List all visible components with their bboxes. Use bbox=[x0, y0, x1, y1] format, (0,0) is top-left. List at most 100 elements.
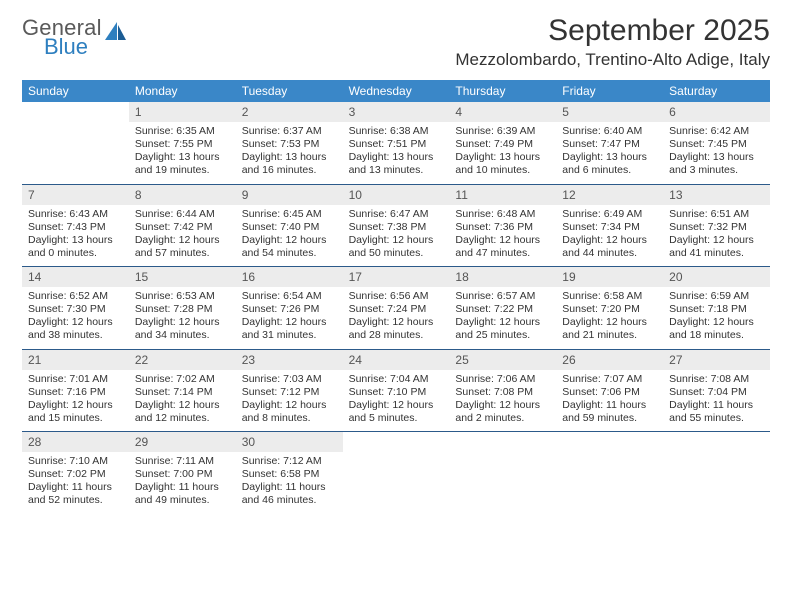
sunrise-text: Sunrise: 6:56 AM bbox=[349, 290, 444, 303]
day-number: 13 bbox=[663, 185, 770, 205]
calendar-day: 8Sunrise: 6:44 AMSunset: 7:42 PMDaylight… bbox=[129, 185, 236, 267]
day-details: Sunrise: 7:03 AMSunset: 7:12 PMDaylight:… bbox=[236, 370, 343, 432]
day-details: Sunrise: 7:12 AMSunset: 6:58 PMDaylight:… bbox=[236, 452, 343, 514]
sunset-text: Sunset: 7:34 PM bbox=[562, 221, 657, 234]
calendar-day: 17Sunrise: 6:56 AMSunset: 7:24 PMDayligh… bbox=[343, 267, 450, 349]
sunset-text: Sunset: 7:04 PM bbox=[669, 386, 764, 399]
daylight-line-2: and 13 minutes. bbox=[349, 164, 444, 177]
daylight-line-1: Daylight: 12 hours bbox=[135, 399, 230, 412]
daylight-line-1: Daylight: 12 hours bbox=[669, 316, 764, 329]
day-number: 3 bbox=[343, 102, 450, 122]
day-details: Sunrise: 6:51 AMSunset: 7:32 PMDaylight:… bbox=[663, 205, 770, 267]
day-number: 12 bbox=[556, 185, 663, 205]
day-details: Sunrise: 6:45 AMSunset: 7:40 PMDaylight:… bbox=[236, 205, 343, 267]
day-details: Sunrise: 6:47 AMSunset: 7:38 PMDaylight:… bbox=[343, 205, 450, 267]
day-details: Sunrise: 7:08 AMSunset: 7:04 PMDaylight:… bbox=[663, 370, 770, 432]
day-details: Sunrise: 6:57 AMSunset: 7:22 PMDaylight:… bbox=[449, 287, 556, 349]
sunrise-text: Sunrise: 7:04 AM bbox=[349, 373, 444, 386]
day-number: 29 bbox=[129, 432, 236, 452]
sunset-text: Sunset: 7:55 PM bbox=[135, 138, 230, 151]
calendar-day: .. bbox=[449, 432, 556, 514]
daylight-line-1: Daylight: 11 hours bbox=[28, 481, 123, 494]
day-number: 26 bbox=[556, 350, 663, 370]
daylight-line-1: Daylight: 12 hours bbox=[455, 234, 550, 247]
calendar-day: 15Sunrise: 6:53 AMSunset: 7:28 PMDayligh… bbox=[129, 267, 236, 349]
sunset-text: Sunset: 7:00 PM bbox=[135, 468, 230, 481]
sunrise-text: Sunrise: 7:10 AM bbox=[28, 455, 123, 468]
daylight-line-1: Daylight: 13 hours bbox=[669, 151, 764, 164]
sunrise-text: Sunrise: 6:45 AM bbox=[242, 208, 337, 221]
calendar-day: .. bbox=[343, 432, 450, 514]
calendar-day: 22Sunrise: 7:02 AMSunset: 7:14 PMDayligh… bbox=[129, 350, 236, 432]
day-number: 5 bbox=[556, 102, 663, 122]
daylight-line-2: and 19 minutes. bbox=[135, 164, 230, 177]
sunset-text: Sunset: 7:12 PM bbox=[242, 386, 337, 399]
sunset-text: Sunset: 7:40 PM bbox=[242, 221, 337, 234]
calendar-weeks: ..1Sunrise: 6:35 AMSunset: 7:55 PMDaylig… bbox=[22, 102, 770, 514]
daylight-line-2: and 50 minutes. bbox=[349, 247, 444, 260]
sunset-text: Sunset: 7:10 PM bbox=[349, 386, 444, 399]
sunset-text: Sunset: 6:58 PM bbox=[242, 468, 337, 481]
day-details: Sunrise: 6:37 AMSunset: 7:53 PMDaylight:… bbox=[236, 122, 343, 184]
daylight-line-1: Daylight: 12 hours bbox=[562, 234, 657, 247]
sunset-text: Sunset: 7:32 PM bbox=[669, 221, 764, 234]
daylight-line-1: Daylight: 12 hours bbox=[242, 316, 337, 329]
daylight-line-2: and 34 minutes. bbox=[135, 329, 230, 342]
sunset-text: Sunset: 7:18 PM bbox=[669, 303, 764, 316]
day-number: 21 bbox=[22, 350, 129, 370]
daylight-line-1: Daylight: 12 hours bbox=[242, 399, 337, 412]
daylight-line-1: Daylight: 13 hours bbox=[242, 151, 337, 164]
logo-text: General Blue bbox=[22, 18, 102, 58]
day-number: 18 bbox=[449, 267, 556, 287]
sunrise-text: Sunrise: 6:58 AM bbox=[562, 290, 657, 303]
daylight-line-1: Daylight: 13 hours bbox=[455, 151, 550, 164]
sunrise-text: Sunrise: 7:12 AM bbox=[242, 455, 337, 468]
sunrise-text: Sunrise: 6:37 AM bbox=[242, 125, 337, 138]
calendar-day: 16Sunrise: 6:54 AMSunset: 7:26 PMDayligh… bbox=[236, 267, 343, 349]
day-details: Sunrise: 6:43 AMSunset: 7:43 PMDaylight:… bbox=[22, 205, 129, 267]
calendar-day: 4Sunrise: 6:39 AMSunset: 7:49 PMDaylight… bbox=[449, 102, 556, 184]
daylight-line-2: and 49 minutes. bbox=[135, 494, 230, 507]
daylight-line-1: Daylight: 12 hours bbox=[562, 316, 657, 329]
day-number: 8 bbox=[129, 185, 236, 205]
sunrise-text: Sunrise: 6:54 AM bbox=[242, 290, 337, 303]
daylight-line-2: and 10 minutes. bbox=[455, 164, 550, 177]
calendar-day: .. bbox=[663, 432, 770, 514]
title-area: September 2025 Mezzolombardo, Trentino-A… bbox=[455, 14, 770, 70]
day-details: Sunrise: 7:04 AMSunset: 7:10 PMDaylight:… bbox=[343, 370, 450, 432]
sunset-text: Sunset: 7:22 PM bbox=[455, 303, 550, 316]
sunrise-text: Sunrise: 6:43 AM bbox=[28, 208, 123, 221]
dow-wednesday: Wednesday bbox=[343, 80, 450, 102]
dow-friday: Friday bbox=[556, 80, 663, 102]
sunset-text: Sunset: 7:20 PM bbox=[562, 303, 657, 316]
day-number: 30 bbox=[236, 432, 343, 452]
daylight-line-1: Daylight: 12 hours bbox=[349, 399, 444, 412]
daylight-line-2: and 44 minutes. bbox=[562, 247, 657, 260]
calendar-day: 30Sunrise: 7:12 AMSunset: 6:58 PMDayligh… bbox=[236, 432, 343, 514]
day-number: 25 bbox=[449, 350, 556, 370]
day-details: Sunrise: 7:11 AMSunset: 7:00 PMDaylight:… bbox=[129, 452, 236, 514]
sunrise-text: Sunrise: 7:03 AM bbox=[242, 373, 337, 386]
calendar-day: 20Sunrise: 6:59 AMSunset: 7:18 PMDayligh… bbox=[663, 267, 770, 349]
day-number: 24 bbox=[343, 350, 450, 370]
day-number: 9 bbox=[236, 185, 343, 205]
daylight-line-2: and 59 minutes. bbox=[562, 412, 657, 425]
day-number: 10 bbox=[343, 185, 450, 205]
sunrise-text: Sunrise: 6:44 AM bbox=[135, 208, 230, 221]
day-number: 28 bbox=[22, 432, 129, 452]
calendar-day: 2Sunrise: 6:37 AMSunset: 7:53 PMDaylight… bbox=[236, 102, 343, 184]
day-details: Sunrise: 6:52 AMSunset: 7:30 PMDaylight:… bbox=[22, 287, 129, 349]
sunrise-text: Sunrise: 6:35 AM bbox=[135, 125, 230, 138]
calendar-day: 26Sunrise: 7:07 AMSunset: 7:06 PMDayligh… bbox=[556, 350, 663, 432]
calendar-day: 24Sunrise: 7:04 AMSunset: 7:10 PMDayligh… bbox=[343, 350, 450, 432]
daylight-line-2: and 28 minutes. bbox=[349, 329, 444, 342]
calendar-day: 11Sunrise: 6:48 AMSunset: 7:36 PMDayligh… bbox=[449, 185, 556, 267]
calendar-day: 25Sunrise: 7:06 AMSunset: 7:08 PMDayligh… bbox=[449, 350, 556, 432]
day-number: 23 bbox=[236, 350, 343, 370]
day-details: Sunrise: 6:49 AMSunset: 7:34 PMDaylight:… bbox=[556, 205, 663, 267]
daylight-line-2: and 46 minutes. bbox=[242, 494, 337, 507]
sunset-text: Sunset: 7:06 PM bbox=[562, 386, 657, 399]
sunrise-text: Sunrise: 6:59 AM bbox=[669, 290, 764, 303]
sunrise-text: Sunrise: 6:38 AM bbox=[349, 125, 444, 138]
day-details: Sunrise: 7:06 AMSunset: 7:08 PMDaylight:… bbox=[449, 370, 556, 432]
